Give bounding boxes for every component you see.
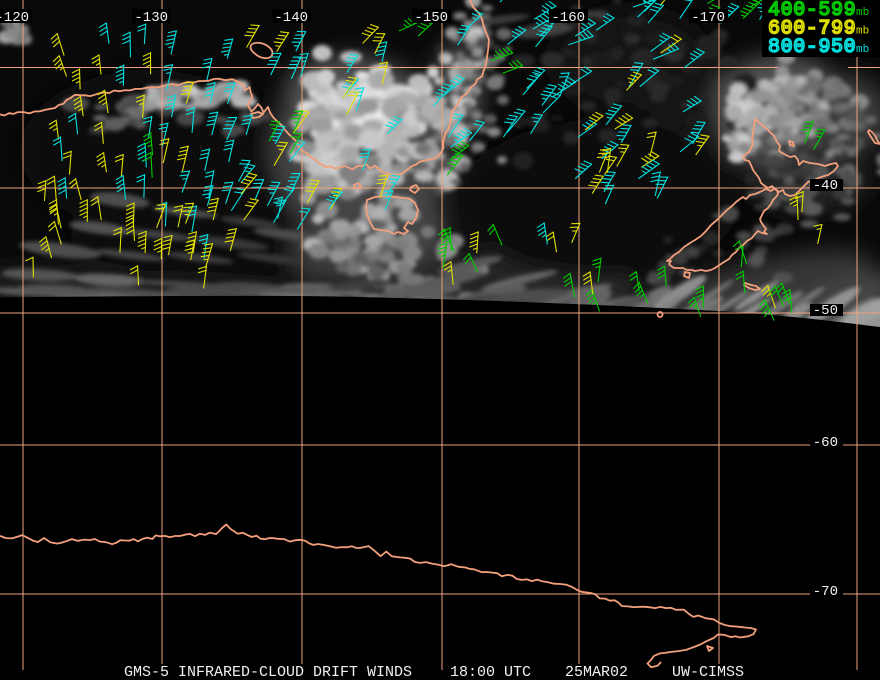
svg-text:400-599: 400-599 xyxy=(768,0,856,22)
svg-text:-120: -120 xyxy=(0,10,29,26)
svg-text:UW-CIMSS: UW-CIMSS xyxy=(672,664,744,680)
svg-text:-70: -70 xyxy=(813,584,838,600)
svg-text:-130: -130 xyxy=(134,10,168,26)
svg-text:mb: mb xyxy=(856,7,869,19)
svg-text:mb: mb xyxy=(856,44,869,56)
svg-text:-170: -170 xyxy=(691,10,725,26)
svg-text:GMS-5 INFRARED-CLOUD DRIFT WIN: GMS-5 INFRARED-CLOUD DRIFT WINDS xyxy=(124,664,412,680)
svg-text:-150: -150 xyxy=(414,10,448,26)
svg-text:-50: -50 xyxy=(813,303,838,319)
svg-text:-140: -140 xyxy=(274,10,308,26)
svg-text:800-950: 800-950 xyxy=(768,36,856,59)
svg-text:-160: -160 xyxy=(551,10,585,26)
svg-text:-60: -60 xyxy=(813,435,838,451)
svg-text:-40: -40 xyxy=(813,178,838,194)
svg-text:600-799: 600-799 xyxy=(768,18,856,41)
svg-text:25MAR02: 25MAR02 xyxy=(565,664,628,680)
svg-text:18:00 UTC: 18:00 UTC xyxy=(450,664,531,680)
svg-text:mb: mb xyxy=(856,26,869,38)
